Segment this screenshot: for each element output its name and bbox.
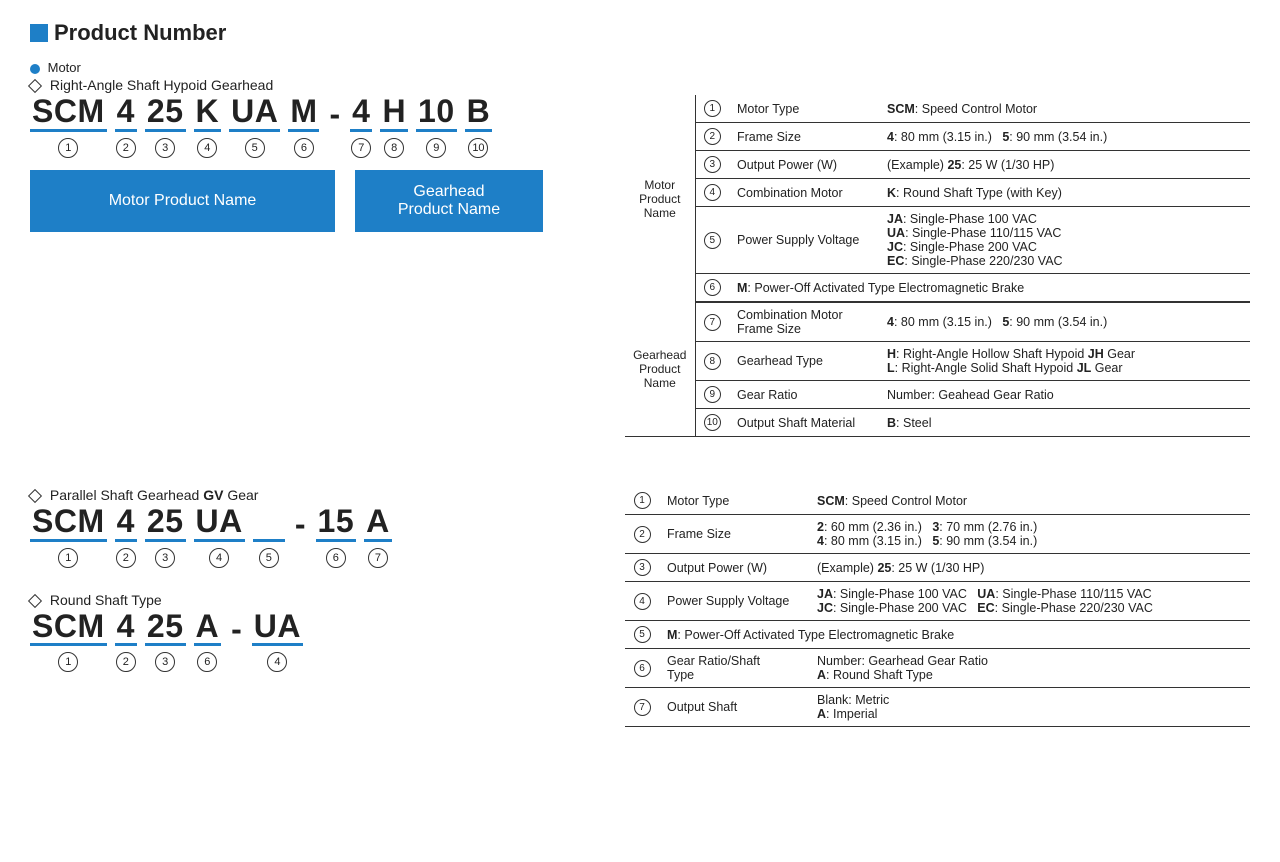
- part-segment: -: [229, 613, 244, 673]
- part-segment: 253: [145, 95, 186, 158]
- cell-label: Motor Type: [729, 95, 879, 123]
- segment-text: H: [380, 95, 408, 132]
- part-segment: H8: [380, 95, 408, 158]
- number-circle: 3: [155, 138, 175, 158]
- segment-text: UA: [194, 505, 245, 542]
- number-circle: 2: [116, 138, 136, 158]
- segment-text: M: [288, 95, 319, 132]
- segment-text: 10: [416, 95, 457, 132]
- page-title-wrap: Product Number: [30, 20, 1250, 46]
- spec-table-2: 1Motor TypeSCM: Speed Control Motor 2Fra…: [625, 487, 1250, 727]
- segment-text: B: [465, 95, 493, 132]
- diamond-outline-icon: [28, 489, 42, 503]
- segment-text: 25: [145, 610, 186, 647]
- part-segment: A7: [364, 505, 392, 568]
- part-segment: 47: [350, 95, 372, 158]
- cell-num: 1: [695, 95, 729, 123]
- number-circle: 6: [197, 652, 217, 672]
- segment-text: A: [364, 505, 392, 542]
- part-segment: M6: [288, 95, 319, 158]
- diamond-outline-icon: [28, 79, 42, 93]
- parallel-heading: Parallel Shaft Gearhead GV Gear: [30, 487, 595, 503]
- segment-text: SCM: [30, 95, 107, 132]
- motor-name-box: Motor Product Name: [30, 170, 335, 232]
- hypoid-part-row: SCM142253K4UA5M6-47H8109B10: [30, 95, 595, 158]
- number-circle: 6: [326, 548, 346, 568]
- segment-text: A: [194, 610, 222, 647]
- number-circle: 3: [155, 652, 175, 672]
- part-segment: UA 4: [194, 505, 245, 568]
- number-circle: 6: [294, 138, 314, 158]
- part-segment: B 10: [465, 95, 493, 158]
- motor-heading: Motor: [30, 60, 1250, 75]
- hypoid-heading-text: Right-Angle Shaft Hypoid Gearhead: [50, 77, 273, 93]
- number-circle: 4: [209, 548, 229, 568]
- cell-val: SCM: Speed Control Motor: [879, 95, 1250, 123]
- motor-heading-text: Motor: [48, 60, 81, 75]
- group-motor: Motor Product Name: [625, 95, 695, 302]
- segment-text: 4: [115, 610, 137, 647]
- segment-text: UA: [229, 95, 280, 132]
- part-segment: 109: [416, 95, 457, 158]
- number-circle: 1: [58, 138, 78, 158]
- number-circle: 5: [245, 138, 265, 158]
- number-circle: 7: [368, 548, 388, 568]
- segment-text: 15: [316, 505, 357, 542]
- number-circle: 8: [384, 138, 404, 158]
- segment-text: 25: [145, 95, 186, 132]
- part-segment: SCM 1: [30, 610, 107, 673]
- bullet-blue-icon: [30, 64, 40, 74]
- round-heading: Round Shaft Type: [30, 592, 595, 608]
- dash: -: [229, 613, 244, 647]
- gearhead-name-box: Gearhead Product Name: [355, 170, 543, 232]
- round-part-row: SCM142253A6-UA4: [30, 610, 595, 673]
- parallel-part-row: SCM142253UA4 5-156A7: [30, 505, 595, 568]
- part-segment: UA 4: [252, 610, 303, 673]
- number-circle: 2: [116, 548, 136, 568]
- part-segment: 42: [115, 610, 137, 673]
- number-circle: 2: [116, 652, 136, 672]
- part-segment: SCM 1: [30, 505, 107, 568]
- number-circle: 1: [58, 652, 78, 672]
- label-row: Motor Product Name Gearhead Product Name: [30, 170, 595, 232]
- number-circle: 10: [468, 138, 488, 158]
- number-circle: 5: [259, 548, 279, 568]
- number-circle: 7: [351, 138, 371, 158]
- part-segment: 253: [145, 610, 186, 673]
- part-segment: -: [327, 98, 342, 158]
- part-segment: 156: [316, 505, 357, 568]
- segment-text: 4: [115, 505, 137, 542]
- segment-text: UA: [252, 610, 303, 647]
- number-circle: 1: [58, 548, 78, 568]
- part-segment: A6: [194, 610, 222, 673]
- spec-table-1: Motor Product Name 1 Motor Type SCM: Spe…: [625, 95, 1250, 437]
- number-circle: 4: [197, 138, 217, 158]
- group-gearhead: Gearhead Product Name: [625, 302, 695, 437]
- page-title: Product Number: [54, 20, 226, 46]
- part-segment: -: [293, 508, 308, 568]
- title-square-icon: [30, 24, 48, 42]
- part-segment: K4: [194, 95, 222, 158]
- segment-text: SCM: [30, 610, 107, 647]
- diamond-outline-icon: [28, 594, 42, 608]
- part-segment: SCM 1: [30, 95, 107, 158]
- segment-text: 4: [115, 95, 137, 132]
- segment-text: K: [194, 95, 222, 132]
- number-circle: 9: [426, 138, 446, 158]
- segment-text: 4: [350, 95, 372, 132]
- dash: -: [327, 98, 342, 132]
- part-segment: 42: [115, 95, 137, 158]
- part-segment: 253: [145, 505, 186, 568]
- number-circle: 4: [267, 652, 287, 672]
- part-segment: UA 5: [229, 95, 280, 158]
- part-segment: 5: [253, 505, 285, 568]
- segment-text: 25: [145, 505, 186, 542]
- hypoid-heading: Right-Angle Shaft Hypoid Gearhead: [30, 77, 1250, 93]
- part-segment: 42: [115, 505, 137, 568]
- number-circle: 3: [155, 548, 175, 568]
- dash: -: [293, 508, 308, 542]
- segment-text: SCM: [30, 505, 107, 542]
